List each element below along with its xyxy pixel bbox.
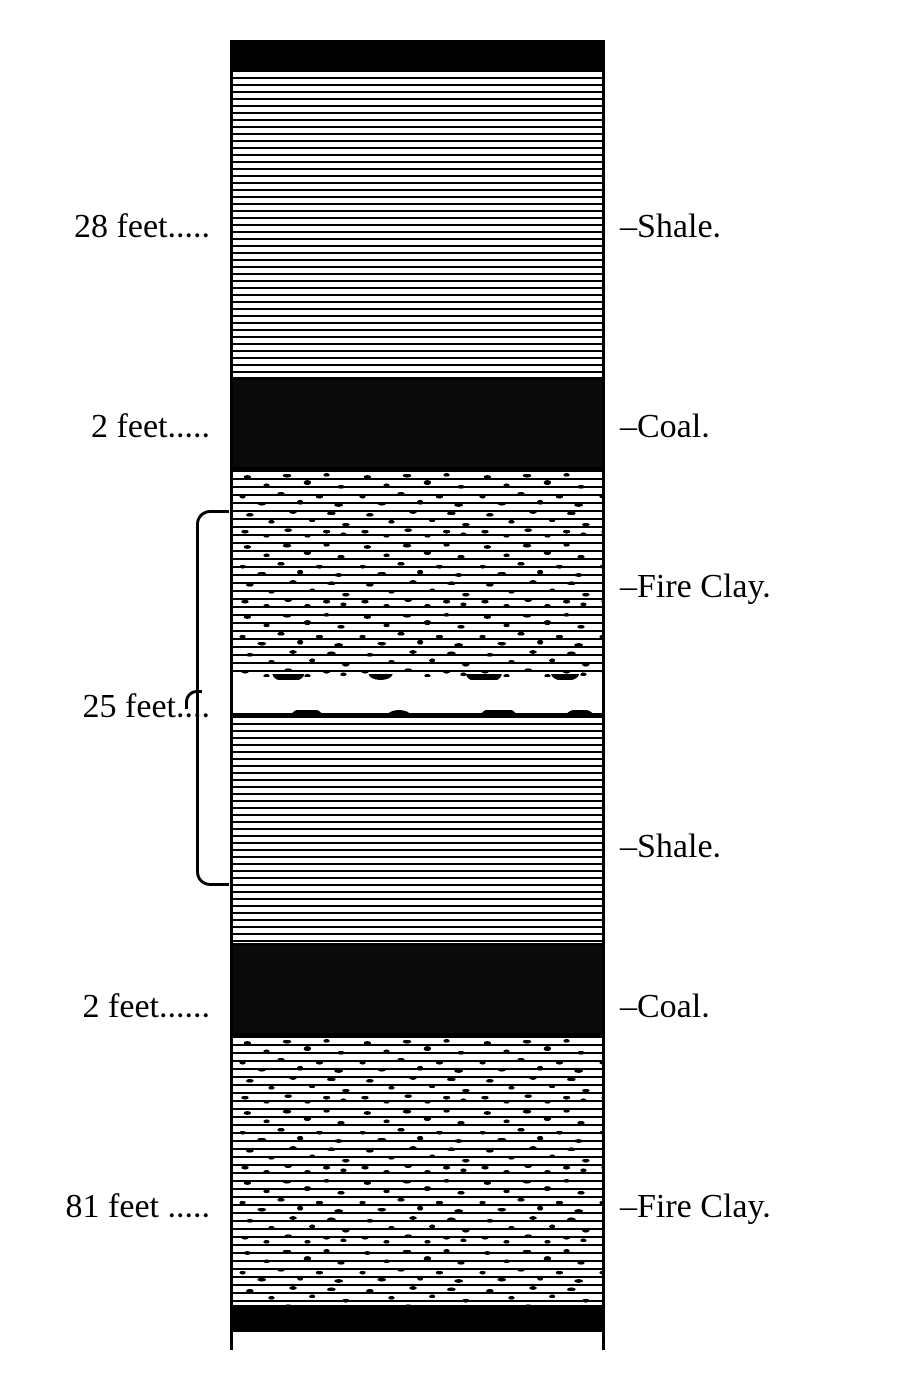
left-label-4: 81 feet ..... [66,1190,210,1224]
column-break [233,677,602,713]
right-label-1: –Coal. [620,410,710,444]
diagram-page: 28 feet..... 2 feet..... 25 feet.... 2 f… [0,0,900,1388]
torn-edge-bottom [233,1305,602,1332]
right-label-2: –Fire Clay. [620,570,771,604]
strat-column [230,40,605,1350]
right-label-4: –Coal. [620,990,710,1024]
torn-edge-top [233,40,602,67]
layer-coal-1 [233,377,602,467]
layer-shale-2 [233,713,602,943]
layer-shale-1 [233,67,602,377]
right-label-0: –Shale. [620,210,721,244]
left-label-3: 2 feet...... [83,990,210,1024]
right-label-3: –Shale. [620,830,721,864]
left-label-0: 28 feet..... [74,210,210,244]
left-label-1: 2 feet..... [91,410,210,444]
right-label-5: –Fire Clay. [620,1190,771,1224]
layer-coal-2 [233,943,602,1033]
left-label-2: 25 feet.... [83,690,210,724]
layer-fireclay-1 [233,467,602,677]
layer-fireclay-2 [233,1033,602,1305]
